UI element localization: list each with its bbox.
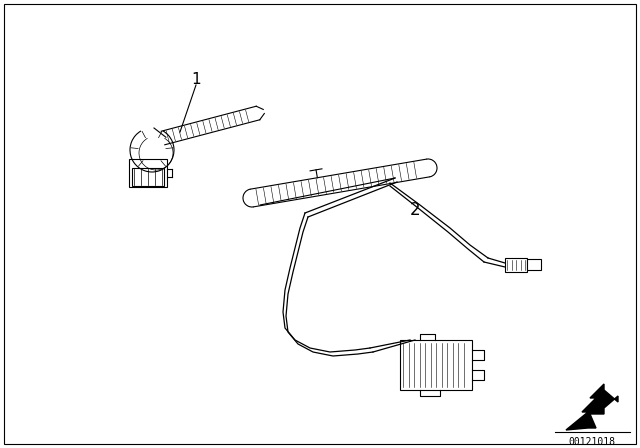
Polygon shape bbox=[250, 159, 429, 207]
Polygon shape bbox=[129, 159, 167, 187]
Polygon shape bbox=[527, 259, 541, 271]
Polygon shape bbox=[505, 258, 527, 272]
Text: 1: 1 bbox=[191, 73, 201, 87]
Text: 2: 2 bbox=[410, 201, 420, 219]
Polygon shape bbox=[566, 384, 618, 430]
Polygon shape bbox=[132, 168, 164, 186]
Polygon shape bbox=[161, 106, 264, 145]
Text: 00121018: 00121018 bbox=[568, 437, 616, 447]
Polygon shape bbox=[400, 340, 472, 390]
